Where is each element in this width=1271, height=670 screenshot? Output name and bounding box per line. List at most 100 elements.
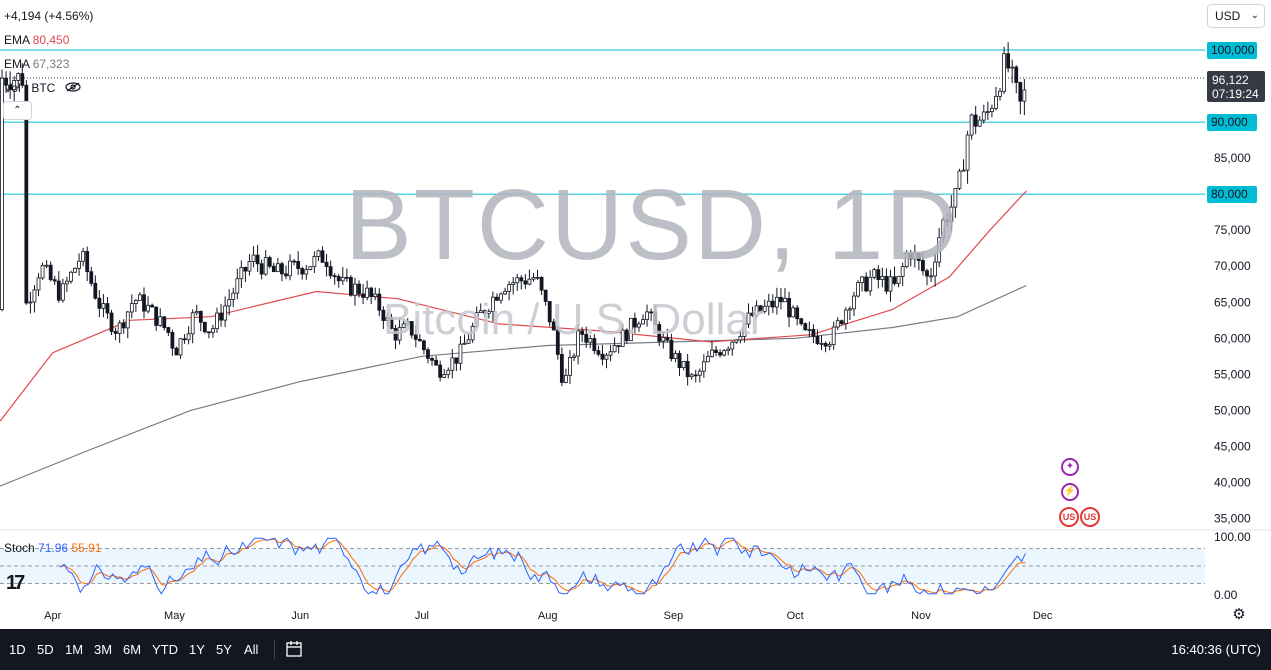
candle[interactable] xyxy=(977,116,982,127)
candle[interactable] xyxy=(827,341,832,351)
candle[interactable] xyxy=(239,260,244,288)
candle[interactable] xyxy=(381,306,386,329)
candle[interactable] xyxy=(320,246,325,263)
candle[interactable] xyxy=(620,323,625,347)
candle[interactable] xyxy=(133,299,138,313)
candle[interactable] xyxy=(166,326,171,336)
candle[interactable] xyxy=(8,71,13,99)
candle[interactable] xyxy=(779,288,783,310)
candle[interactable] xyxy=(336,273,341,288)
candle[interactable] xyxy=(478,303,483,314)
candle[interactable] xyxy=(1014,65,1019,94)
candle[interactable] xyxy=(1006,42,1011,73)
candle[interactable] xyxy=(624,328,629,344)
candle[interactable] xyxy=(499,292,503,304)
candle[interactable] xyxy=(422,339,426,355)
candle[interactable] xyxy=(231,287,236,308)
candle[interactable] xyxy=(892,266,897,286)
candle[interactable] xyxy=(519,274,524,290)
candle[interactable] xyxy=(799,317,804,326)
candle[interactable] xyxy=(292,259,297,266)
candle[interactable] xyxy=(73,267,77,273)
candle[interactable] xyxy=(616,345,621,354)
candle[interactable] xyxy=(572,353,576,362)
candle[interactable] xyxy=(20,63,25,88)
range-button-5y[interactable]: 5Y xyxy=(216,642,232,657)
candle[interactable] xyxy=(154,306,159,331)
candle[interactable] xyxy=(868,270,873,296)
candle[interactable] xyxy=(547,301,552,327)
candle[interactable] xyxy=(523,274,528,289)
utc-clock[interactable]: 16:40:36 (UTC) xyxy=(1171,642,1261,657)
candle[interactable] xyxy=(255,244,260,273)
candle[interactable] xyxy=(937,227,942,268)
candle[interactable] xyxy=(259,259,264,280)
candle[interactable] xyxy=(734,339,739,344)
candle[interactable] xyxy=(535,269,540,280)
candle[interactable] xyxy=(969,113,974,140)
candle[interactable] xyxy=(852,291,856,316)
candle[interactable] xyxy=(198,310,203,332)
candle[interactable] xyxy=(495,293,499,302)
candle[interactable] xyxy=(426,347,430,364)
candle[interactable] xyxy=(795,305,800,326)
stoch-legend[interactable]: Stoch 71.96 55.91 xyxy=(4,541,101,555)
candle[interactable] xyxy=(815,329,820,346)
candle[interactable] xyxy=(531,272,536,282)
candle[interactable] xyxy=(223,296,228,328)
legend-volume[interactable]: Vol · BTC xyxy=(4,81,81,95)
candle[interactable] xyxy=(697,368,702,383)
ema-slow-line[interactable] xyxy=(0,284,1027,487)
candle[interactable] xyxy=(787,291,791,328)
candle[interactable] xyxy=(52,275,57,285)
candle[interactable] xyxy=(77,253,81,276)
candle[interactable] xyxy=(754,300,759,319)
candle[interactable] xyxy=(876,265,881,289)
range-button-6m[interactable]: 6M xyxy=(123,642,142,657)
candle[interactable] xyxy=(673,350,678,363)
candle[interactable] xyxy=(373,287,378,301)
candle[interactable] xyxy=(202,321,207,334)
legend-ema-slow[interactable]: EMA 67,323 xyxy=(4,57,69,71)
candle[interactable] xyxy=(462,334,467,345)
candle[interactable] xyxy=(393,324,398,350)
candle[interactable] xyxy=(588,335,593,349)
candle[interactable] xyxy=(872,267,877,280)
candle[interactable] xyxy=(312,251,317,274)
candle[interactable] xyxy=(28,291,33,314)
candle[interactable] xyxy=(912,244,917,268)
candle[interactable] xyxy=(158,308,163,327)
candle[interactable] xyxy=(766,293,771,316)
candle[interactable] xyxy=(454,357,459,372)
candle[interactable] xyxy=(482,309,487,317)
candle[interactable] xyxy=(40,262,45,280)
candle[interactable] xyxy=(726,346,731,356)
candle[interactable] xyxy=(129,294,134,319)
candle[interactable] xyxy=(604,352,609,369)
candle[interactable] xyxy=(661,331,666,349)
candle[interactable] xyxy=(511,277,516,295)
candle[interactable] xyxy=(848,306,852,321)
candle[interactable] xyxy=(791,305,796,318)
candle[interactable] xyxy=(649,308,654,322)
candle[interactable] xyxy=(146,296,150,314)
candle[interactable] xyxy=(69,270,73,284)
candle[interactable] xyxy=(109,309,114,336)
candle[interactable] xyxy=(559,347,564,387)
candle[interactable] xyxy=(48,261,53,282)
calendar-icon[interactable] xyxy=(285,640,303,658)
event-lightning-icon[interactable]: ⚡ xyxy=(1061,483,1079,501)
candle[interactable] xyxy=(738,330,743,344)
candle[interactable] xyxy=(288,254,292,281)
candle[interactable] xyxy=(730,341,735,356)
candle[interactable] xyxy=(36,273,41,297)
candle[interactable] xyxy=(150,303,155,308)
candle[interactable] xyxy=(430,356,434,366)
candle[interactable] xyxy=(280,261,284,282)
candle[interactable] xyxy=(949,195,954,232)
candle[interactable] xyxy=(803,322,808,331)
candle[interactable] xyxy=(994,86,998,111)
tradingview-logo[interactable]: 17 xyxy=(6,572,25,594)
candle[interactable] xyxy=(896,275,901,288)
candle[interactable] xyxy=(527,269,532,286)
